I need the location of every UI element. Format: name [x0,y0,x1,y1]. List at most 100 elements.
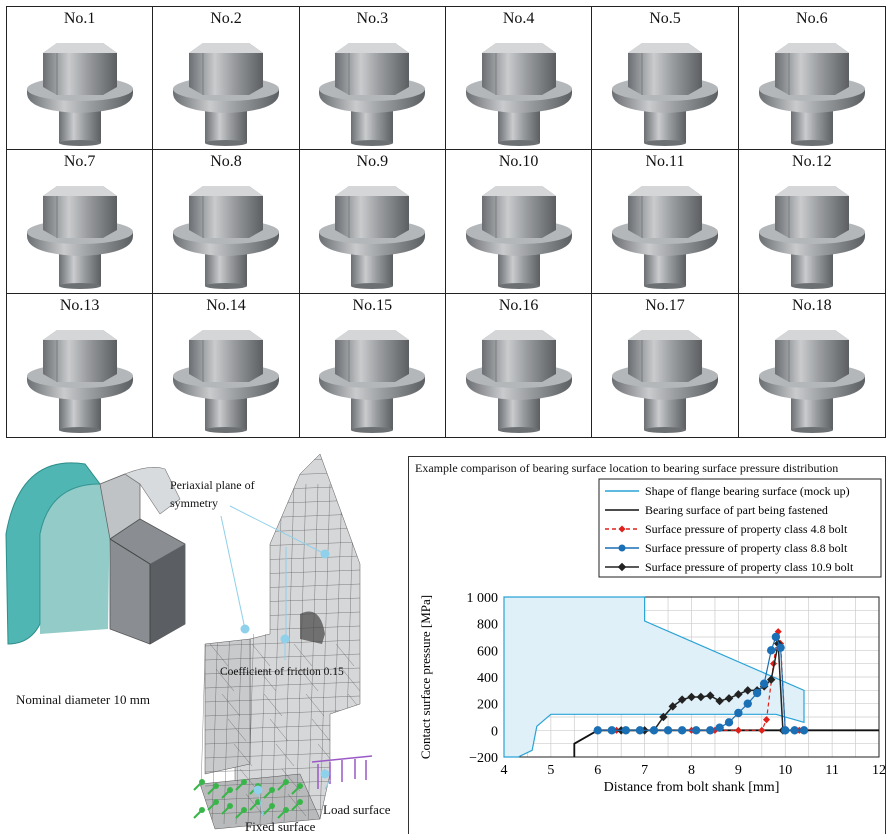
bolt-cell: No.7 [7,150,154,294]
legend-marker [618,525,626,533]
bolt-cell: No.18 [739,294,885,437]
bolt-label: No.5 [649,10,681,27]
x-tick-label: 8 [688,763,695,778]
bolt-cell: No.10 [445,150,593,294]
point-8-8 [766,646,776,655]
bolt-label: No.15 [352,296,393,314]
bolt-label: No.12 [792,153,832,171]
flange-bolt-icon [172,186,279,290]
bolt-cell: No.5 [592,7,739,151]
x-tick-label: 6 [594,763,601,778]
flange-bolt-icon [465,186,572,290]
y-tick-label: 1 000 [467,591,499,606]
flange-bolt-icon [172,329,279,433]
flange-bolt-icon [319,329,426,433]
point-4-8 [762,716,771,724]
point-8-8 [752,688,762,698]
flange-bolt-icon [611,329,718,433]
point-8-8 [781,726,790,735]
bolt-cell: No.2 [153,7,300,151]
bolt-cell: No.11 [592,150,739,294]
y-tick-label: 600 [477,644,498,659]
bolt-label: No.17 [645,296,685,314]
point-8-8 [635,726,645,735]
bolt-section-illustration [5,462,186,645]
x-tick-label: 11 [825,763,838,778]
bolt-label: No.10 [498,153,539,171]
chart-title: Example comparison of bearing surface lo… [415,461,839,475]
y-axis-label: Contact surface pressure [MPa] [418,595,433,759]
bolt-label: No.11 [645,153,685,171]
bolt-cell: No.13 [7,293,154,437]
point-8-8 [691,726,701,735]
flange-bolt-icon [26,186,133,290]
bolt-cell: No.16 [446,293,593,437]
x-tick-label: 9 [735,763,742,778]
bolt-label: No.14 [206,296,246,314]
point-8-8 [743,699,752,708]
bolt-cell: No.4 [445,7,593,151]
lower-section: Periaxial plane of symmetry Coefficient … [0,444,890,834]
flange-bolt-icon [319,43,426,146]
x-tick-label: 4 [501,763,508,778]
point-8-8 [621,726,631,735]
point-8-8 [759,679,769,688]
flange-bolt-icon [465,43,572,146]
bolt-cell: No.1 [7,7,154,151]
x-axis-label: Distance from bolt shank [mm] [604,780,780,795]
bolt-grid: No.1 No.2 No.3 No.4 No.5 No.6 No.7 No.8 No.9 No.1… [6,6,886,438]
y-tick-label: 800 [477,618,498,633]
friction-label: Coefficient of friction 0.15 [220,666,344,678]
bolt-label: No.9 [356,153,389,171]
bolt-label: No.6 [796,10,828,27]
flange-bolt-icon [758,329,865,433]
fem-model [5,453,373,830]
bolt-cell: No.9 [299,150,446,294]
point-8-8 [593,726,602,735]
point-8-8 [649,726,659,735]
nominal-diameter-label: Nominal diameter 10 mm [16,692,150,707]
point-8-8 [677,726,687,735]
flange-bolt-icon [611,43,718,146]
pressure-chart: −200 0 200 400 600 800 1 000 4 5 6 7 8 9 10 11 12 Distan… [418,478,886,795]
flange-bolt-icon [758,186,865,290]
y-tick-label: 400 [477,671,498,686]
point-8-8 [663,726,673,735]
bolt-cell: No.15 [300,293,446,437]
symmetry-label: symmetry [170,496,218,510]
bolt-label: No.18 [792,296,832,314]
bolt-label: No.2 [210,10,242,27]
point-8-8 [734,708,743,718]
point-8-8 [724,718,734,727]
point-8-8 [799,726,809,735]
series-10-9-line [597,643,804,732]
fixed-surface-label: Fixed surface [245,819,316,834]
bolt-cell: No.3 [299,7,446,151]
flange-bolt-icon [26,329,133,433]
y-tick-label: 200 [477,698,498,713]
bolt-cell: No.6 [738,7,885,151]
point-8-8 [715,723,724,732]
bolt-cell: No.8 [153,150,300,294]
bolt-cell: No.17 [592,293,739,437]
periaxial-label: Periaxial plane of [170,478,255,492]
flange-bolt-icon [611,186,718,290]
load-surface-markers [311,755,373,789]
x-tick-label: 5 [547,763,554,778]
legend-entry: Surface pressure of property class 8.8 b… [645,541,848,555]
bolt-label: No.1 [63,10,96,27]
point-8-8 [776,643,785,652]
legend-marker [618,544,626,552]
bolt-cell: No.12 [738,150,885,294]
point-8-8 [607,726,617,735]
x-tick-label: 12 [872,763,885,778]
chart-frame: Example comparison of bearing surface lo… [408,456,886,834]
bolt-cell: No.14 [153,293,300,437]
bolt-label: No.4 [502,10,535,27]
bolt-label: No.3 [356,10,389,27]
load-surface-label: Load surface [323,802,391,817]
y-tick-label: 0 [491,724,498,739]
flange-bolt-icon [758,43,865,146]
point-8-8 [706,726,715,735]
point-4-8 [758,726,766,734]
